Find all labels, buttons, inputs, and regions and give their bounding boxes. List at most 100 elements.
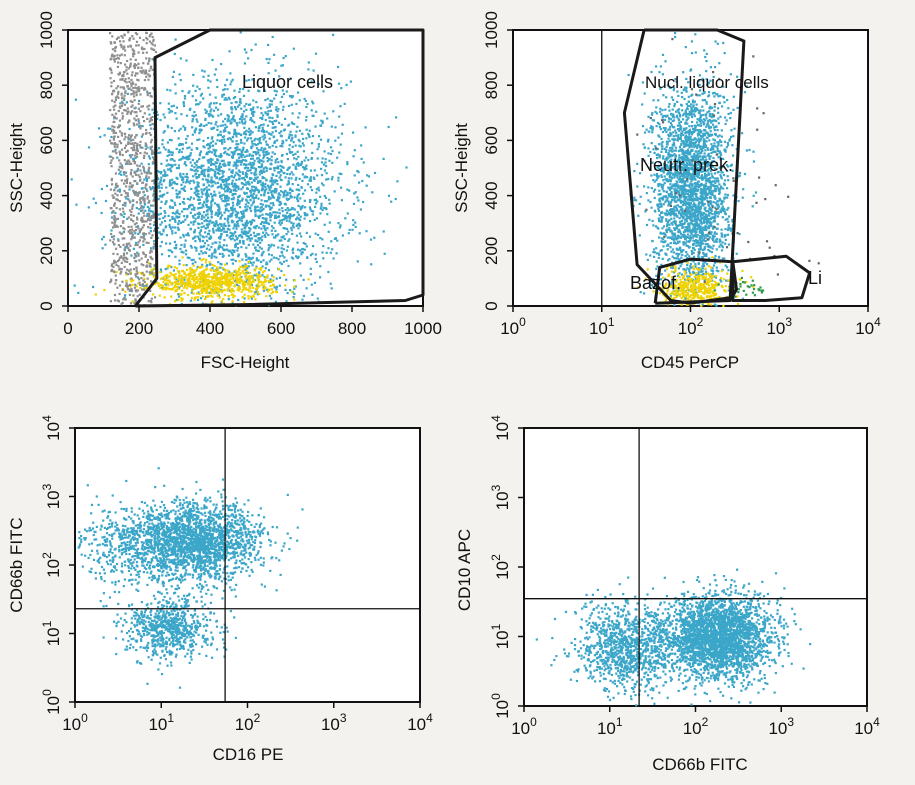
data-point bbox=[199, 246, 202, 249]
data-point bbox=[240, 220, 243, 223]
data-point bbox=[210, 200, 213, 203]
data-point bbox=[196, 195, 199, 198]
data-point bbox=[283, 192, 286, 195]
data-point bbox=[227, 254, 231, 257]
data-point bbox=[237, 298, 240, 302]
data-point bbox=[92, 197, 95, 200]
data-point bbox=[206, 181, 209, 184]
data-point bbox=[220, 62, 223, 66]
data-point bbox=[235, 148, 238, 151]
data-point bbox=[208, 188, 211, 191]
data-point bbox=[240, 120, 244, 123]
data-point bbox=[699, 227, 702, 230]
data-point bbox=[170, 151, 173, 154]
data-point bbox=[116, 146, 119, 149]
data-point bbox=[217, 114, 220, 117]
data-point bbox=[289, 187, 292, 190]
data-point bbox=[208, 180, 211, 183]
data-point bbox=[257, 189, 260, 192]
data-point bbox=[124, 195, 127, 198]
data-point bbox=[224, 269, 227, 272]
data-point bbox=[248, 272, 251, 275]
data-point bbox=[195, 247, 198, 250]
data-point bbox=[189, 244, 192, 248]
data-point bbox=[230, 208, 233, 211]
data-point bbox=[227, 203, 230, 206]
data-point bbox=[264, 189, 267, 192]
data-point bbox=[149, 124, 152, 127]
data-point bbox=[280, 123, 283, 126]
data-point bbox=[116, 217, 120, 220]
data-point bbox=[148, 207, 151, 210]
data-point bbox=[162, 228, 165, 231]
data-point bbox=[193, 162, 196, 165]
data-point bbox=[273, 191, 276, 194]
data-point bbox=[265, 204, 268, 207]
data-point bbox=[218, 229, 221, 232]
data-point bbox=[141, 181, 144, 184]
data-point bbox=[245, 224, 249, 227]
data-point bbox=[134, 283, 137, 286]
data-point bbox=[285, 249, 288, 252]
data-point bbox=[120, 256, 123, 259]
data-point bbox=[130, 139, 133, 142]
data-point bbox=[247, 243, 250, 246]
data-point bbox=[205, 205, 208, 208]
data-point bbox=[725, 146, 728, 149]
data-point bbox=[303, 189, 307, 192]
data-point bbox=[224, 178, 227, 181]
data-point bbox=[212, 126, 216, 129]
data-point bbox=[317, 233, 320, 236]
data-point bbox=[121, 280, 124, 283]
data-point bbox=[265, 188, 268, 191]
data-point bbox=[164, 173, 167, 176]
data-point bbox=[120, 104, 124, 107]
data-point bbox=[188, 198, 191, 201]
data-point bbox=[178, 220, 181, 223]
data-point bbox=[173, 266, 176, 269]
data-point bbox=[182, 264, 185, 267]
data-point bbox=[223, 152, 226, 155]
data-point bbox=[240, 231, 243, 234]
data-point bbox=[132, 247, 135, 250]
data-point bbox=[206, 226, 210, 229]
data-point bbox=[273, 169, 276, 172]
data-point bbox=[268, 116, 271, 119]
data-point bbox=[163, 130, 166, 133]
data-point bbox=[190, 203, 193, 206]
data-point bbox=[704, 234, 707, 237]
data-point bbox=[129, 283, 132, 287]
data-point bbox=[258, 154, 261, 157]
data-point bbox=[658, 197, 661, 200]
data-point bbox=[307, 134, 311, 137]
data-point bbox=[239, 272, 242, 275]
data-point bbox=[233, 120, 236, 123]
data-point bbox=[267, 132, 270, 135]
data-point bbox=[134, 259, 137, 263]
data-point bbox=[258, 246, 261, 249]
data-point bbox=[257, 166, 260, 169]
data-point bbox=[249, 169, 252, 172]
data-point bbox=[127, 121, 130, 124]
data-point bbox=[178, 274, 181, 278]
data-point bbox=[234, 96, 237, 99]
data-point bbox=[211, 295, 214, 298]
data-point bbox=[727, 289, 730, 292]
data-point bbox=[722, 200, 725, 203]
data-point bbox=[125, 279, 128, 282]
data-point bbox=[188, 267, 192, 270]
data-point bbox=[184, 126, 187, 130]
data-point bbox=[679, 236, 682, 239]
data-point bbox=[216, 288, 219, 291]
data-point bbox=[279, 223, 282, 226]
data-point bbox=[182, 276, 185, 279]
data-point bbox=[282, 227, 285, 230]
data-point bbox=[233, 174, 237, 177]
data-point bbox=[143, 220, 146, 223]
data-point bbox=[214, 284, 217, 287]
data-point bbox=[114, 143, 117, 146]
data-point bbox=[125, 197, 128, 200]
data-point bbox=[108, 155, 111, 158]
data-point bbox=[127, 246, 130, 250]
data-point bbox=[242, 210, 245, 213]
